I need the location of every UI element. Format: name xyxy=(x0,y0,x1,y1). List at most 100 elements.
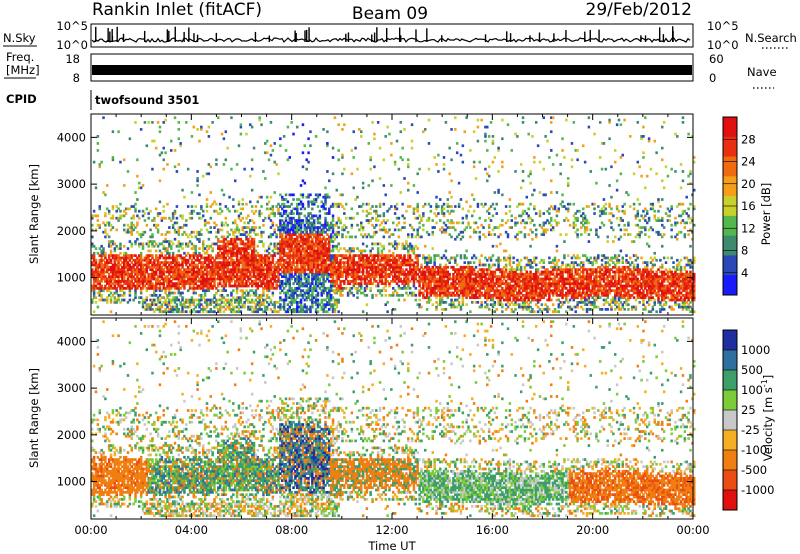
power-cell xyxy=(337,299,339,302)
power-cell xyxy=(168,252,170,255)
power-cell xyxy=(339,259,341,262)
power-cell xyxy=(373,278,375,281)
power-cell xyxy=(377,282,379,285)
power-cell xyxy=(339,203,341,206)
power-cell xyxy=(202,296,204,299)
power-cell xyxy=(217,238,219,241)
power-cell xyxy=(473,229,475,232)
power-cell xyxy=(225,222,227,225)
power-cell xyxy=(119,203,121,206)
power-cell xyxy=(366,236,368,239)
power-cell xyxy=(405,240,407,243)
power-cell xyxy=(296,205,298,208)
power-cell xyxy=(230,280,232,283)
power-cell xyxy=(168,217,170,220)
power-cell xyxy=(462,296,464,299)
power-cell xyxy=(132,205,134,208)
power-cell xyxy=(99,282,101,285)
power-cell xyxy=(151,233,153,236)
power-cell xyxy=(183,231,185,234)
power-cell xyxy=(217,252,219,255)
power-cell xyxy=(273,308,275,311)
power-cell xyxy=(104,231,106,234)
power-cell xyxy=(206,250,208,253)
power-cell xyxy=(445,250,447,253)
power-cell xyxy=(371,217,373,220)
power-cell xyxy=(225,130,227,133)
power-cell xyxy=(138,210,140,213)
power-cell xyxy=(146,144,148,147)
power-cell xyxy=(200,294,202,297)
power-cell xyxy=(300,226,302,229)
power-cell xyxy=(191,236,193,239)
power-cell xyxy=(415,271,417,274)
power-cell xyxy=(305,158,307,161)
power-cell xyxy=(471,292,473,295)
power-cell xyxy=(200,303,202,306)
power-cell xyxy=(364,280,366,283)
power-cell xyxy=(219,207,221,210)
power-cell xyxy=(164,264,166,267)
power-cell xyxy=(155,273,157,276)
power-cell xyxy=(368,271,370,274)
power-cell xyxy=(146,207,148,210)
power-cell xyxy=(264,177,266,180)
power-cell xyxy=(413,212,415,215)
power-cell xyxy=(307,161,309,164)
power-cell xyxy=(388,282,390,285)
power-cell xyxy=(366,278,368,281)
power-cell xyxy=(213,226,215,229)
power-cell xyxy=(215,287,217,290)
power-cell xyxy=(272,233,274,236)
power-cell xyxy=(112,294,114,297)
power-cell xyxy=(127,170,129,173)
power-cell xyxy=(337,231,339,234)
power-cell xyxy=(240,238,242,241)
power-cell xyxy=(178,308,180,311)
power-cell xyxy=(272,149,274,152)
power-cell xyxy=(422,212,424,215)
power-cell xyxy=(183,303,185,306)
power-cell xyxy=(292,275,294,278)
power-cell xyxy=(108,236,110,239)
power-cell xyxy=(394,229,396,232)
power-cell xyxy=(416,207,418,210)
power-cell xyxy=(255,226,257,229)
power-cell xyxy=(360,233,362,236)
power-cell xyxy=(161,151,163,154)
power-cell xyxy=(415,245,417,248)
power-cell xyxy=(388,261,390,264)
power-cell xyxy=(319,280,321,283)
power-cell xyxy=(170,264,172,267)
power-cell xyxy=(416,172,418,175)
power-cell xyxy=(262,292,264,295)
power-cell xyxy=(332,275,334,278)
power-cell xyxy=(443,278,445,281)
power-cell xyxy=(300,275,302,278)
power-cell xyxy=(249,231,251,234)
power-cell xyxy=(157,121,159,124)
power-cell xyxy=(270,280,272,283)
power-cell xyxy=(211,299,213,302)
power-cell xyxy=(300,224,302,227)
power-cell xyxy=(458,294,460,297)
power-cell xyxy=(230,294,232,297)
power-cell xyxy=(407,182,409,185)
power-cell xyxy=(217,116,219,119)
power-cell xyxy=(403,285,405,288)
radar-summary-figure: Rankin Inlet (fitACF) Beam 09 29/Feb/201… xyxy=(0,0,800,554)
power-cell xyxy=(322,285,324,288)
power-cell xyxy=(352,294,354,297)
power-cell xyxy=(266,250,268,253)
power-cell xyxy=(454,116,456,119)
power-cell xyxy=(97,278,99,281)
power-cell xyxy=(307,196,309,199)
power-cell xyxy=(377,250,379,253)
power-cell xyxy=(307,215,309,218)
power-cell xyxy=(426,231,428,234)
power-cell xyxy=(465,200,467,203)
power-cell xyxy=(247,268,249,271)
power-cell xyxy=(362,292,364,295)
power-cell xyxy=(450,205,452,208)
power-cell xyxy=(275,224,277,227)
